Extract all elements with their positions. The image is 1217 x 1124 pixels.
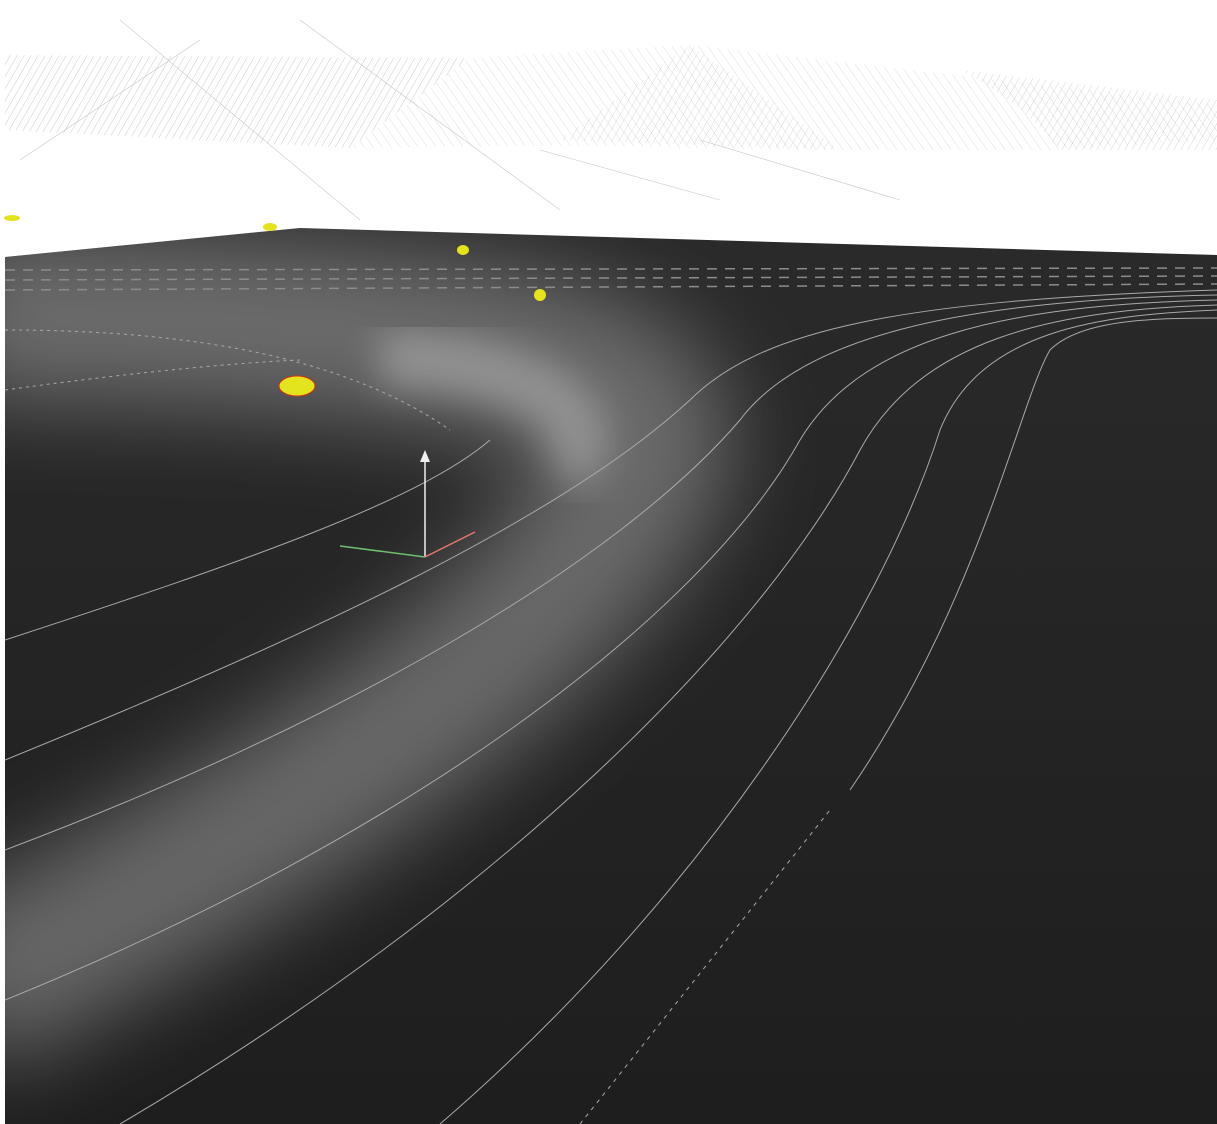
axis-x	[424, 531, 476, 558]
wireframe-mesh	[5, 55, 470, 148]
lane-line	[849, 317, 1217, 791]
lane-line	[5, 289, 1217, 761]
road-glow	[5, 230, 732, 1076]
axis-arrow	[420, 450, 430, 462]
wireframe-mesh	[350, 45, 1217, 150]
lane-line	[5, 439, 491, 641]
lane-line	[579, 809, 831, 1124]
lane-line	[5, 299, 1217, 1001]
far-markings	[5, 267, 1217, 291]
lane-line	[439, 309, 1217, 1124]
axis-gizmo	[339, 450, 476, 558]
lane-line	[5, 294, 1217, 851]
ground-content	[5, 230, 1217, 1124]
road-glow	[379, 330, 608, 494]
marking	[5, 275, 1217, 281]
vehicle-marker	[534, 289, 546, 301]
lane-lines	[5, 289, 1217, 1124]
wireframe-mesh	[960, 70, 1217, 150]
axis-y	[339, 545, 426, 558]
wireframe-sky	[5, 19, 1217, 221]
vehicle-marker	[4, 215, 20, 221]
lane-line	[5, 329, 451, 431]
vehicle-marker	[457, 245, 469, 255]
wireframe-mesh	[560, 45, 840, 150]
vehicle-marker	[278, 375, 316, 397]
lane-line	[119, 304, 1217, 1124]
marking	[5, 283, 1217, 291]
ground-plane	[5, 228, 1217, 1124]
vehicle-marker	[263, 223, 277, 231]
marking	[5, 267, 1217, 271]
wireframe-edge	[19, 19, 901, 221]
lane-line	[5, 359, 301, 391]
markers	[4, 215, 546, 397]
